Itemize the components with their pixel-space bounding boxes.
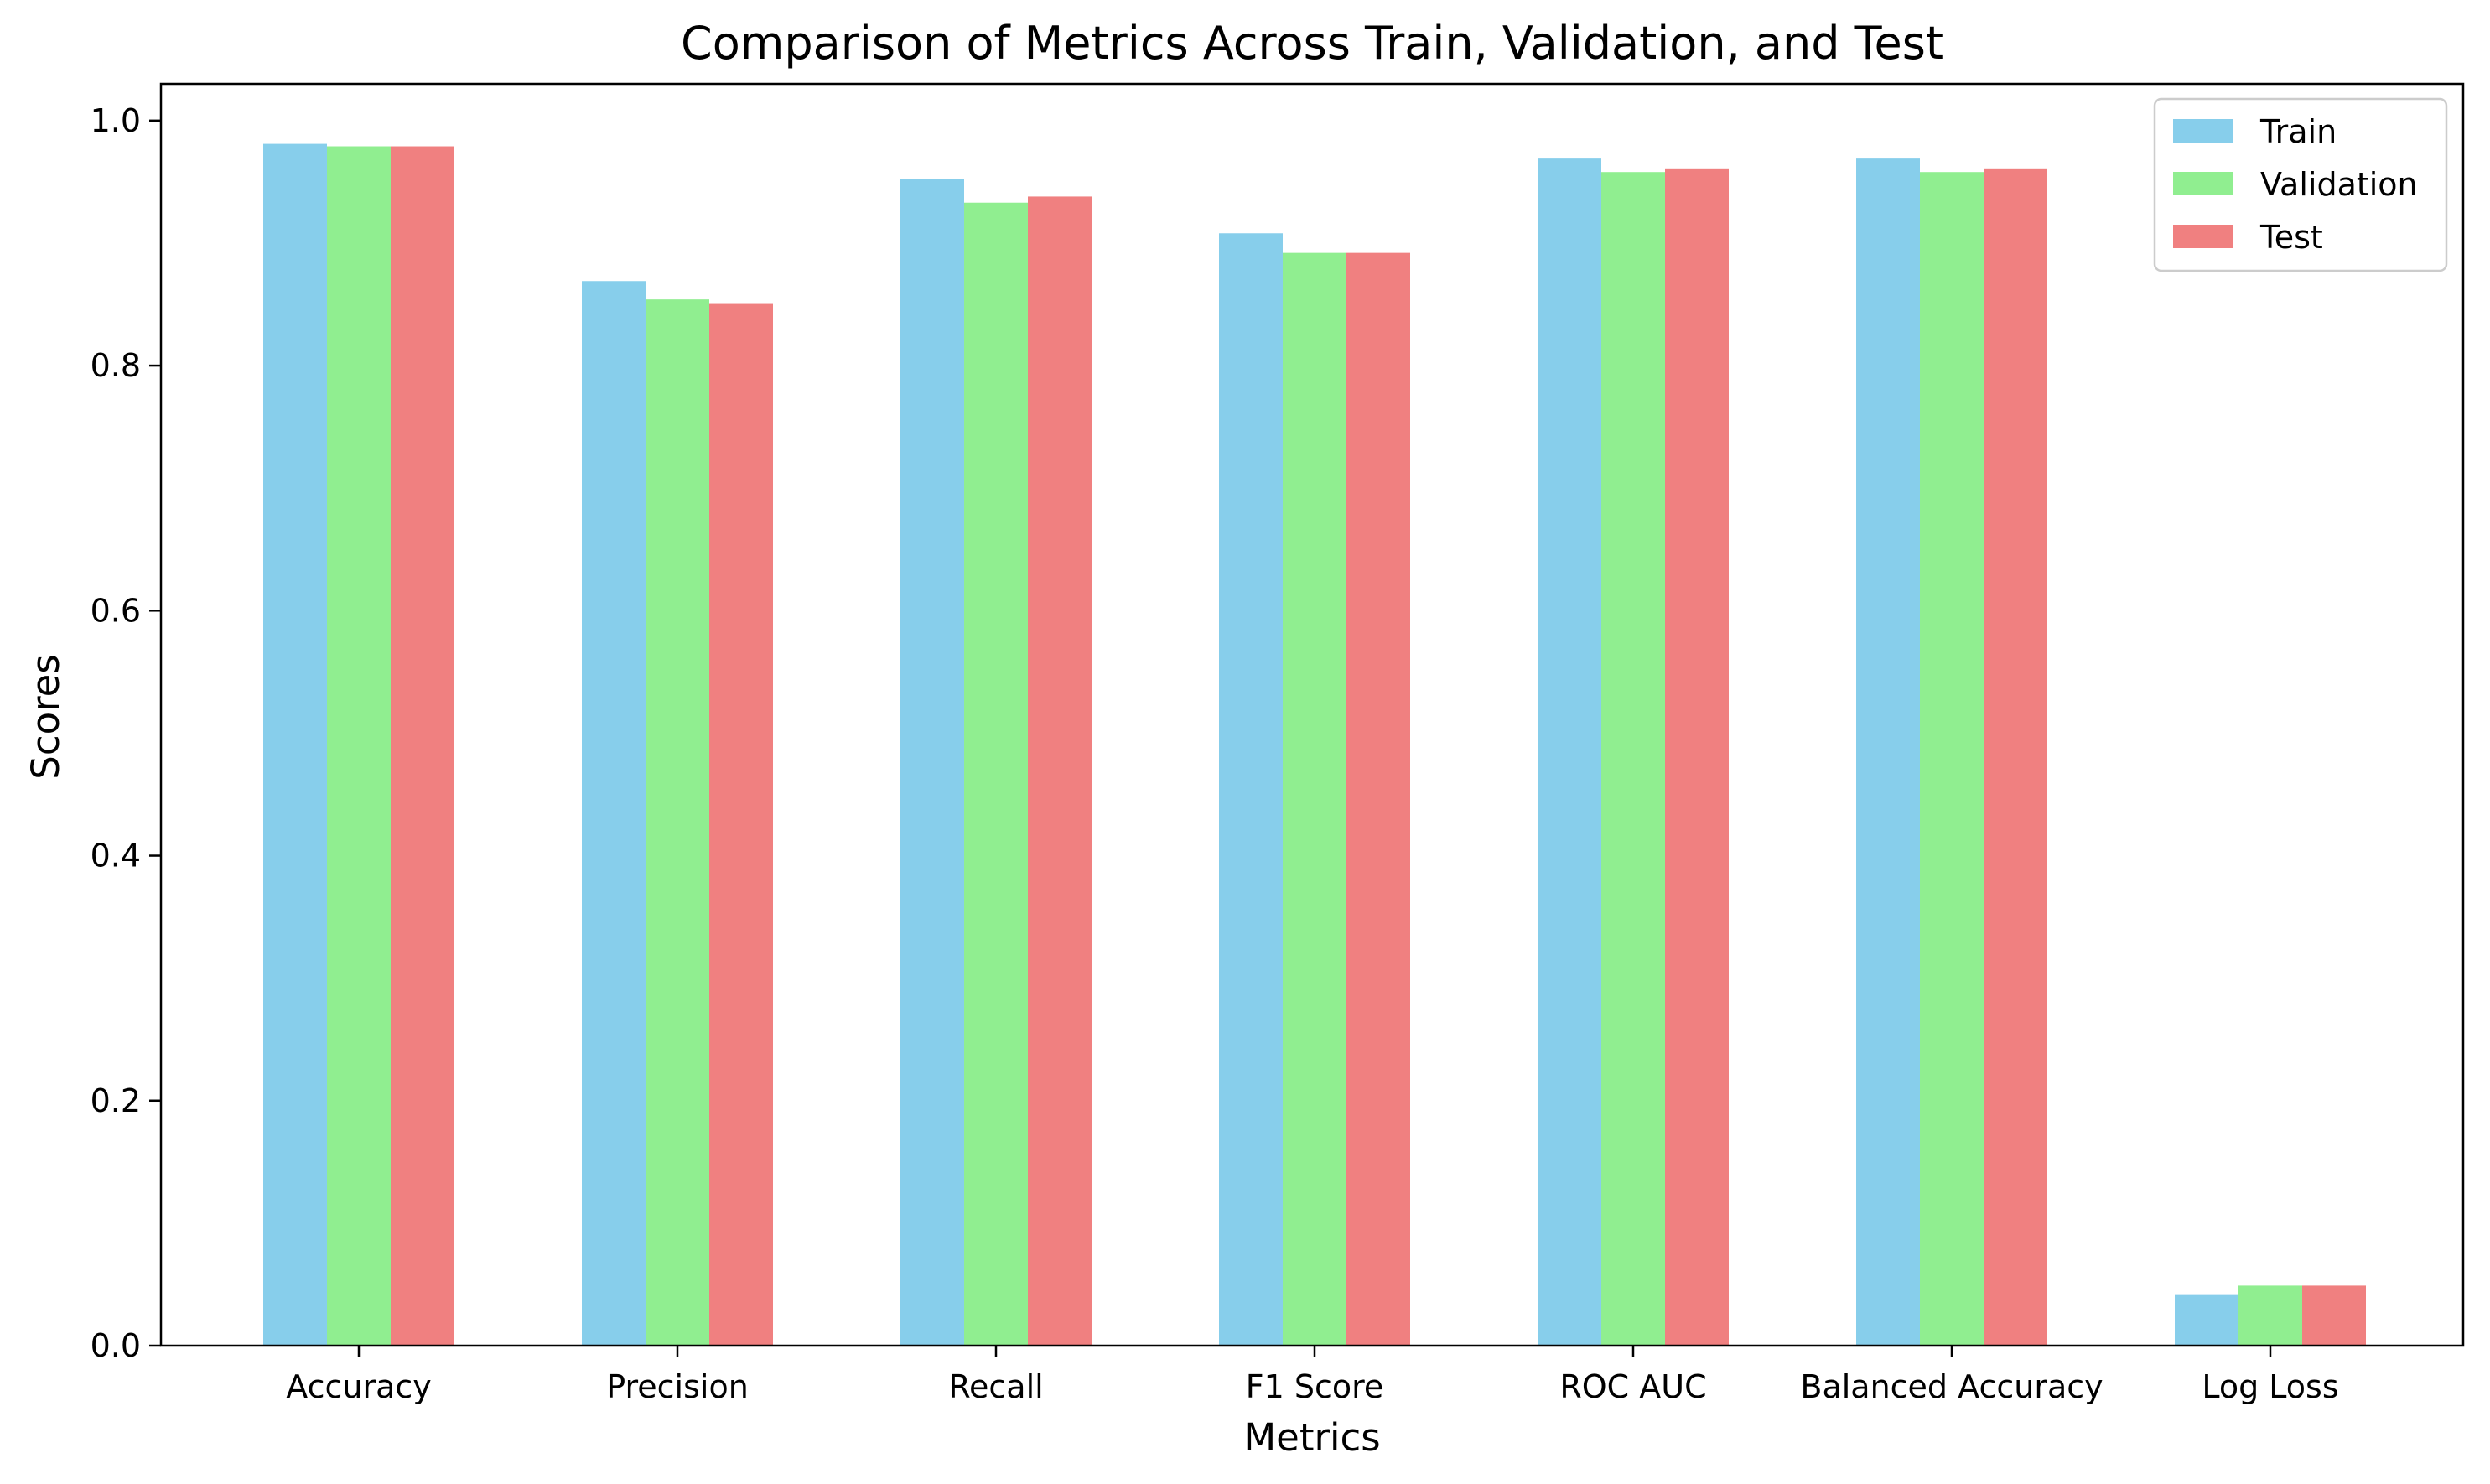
y-tick-label: 0.6 bbox=[91, 592, 141, 629]
x-axis-ticks: Accuracy Precision Recall F1 Score ROC AUC Ba… bbox=[286, 1346, 2339, 1405]
y-tick-label: 0.4 bbox=[91, 838, 141, 874]
x-tick-label: F1 Score bbox=[1246, 1368, 1384, 1405]
bar-train-f1-score bbox=[1219, 233, 1283, 1346]
bar-validation-recall bbox=[964, 202, 1028, 1346]
bar-validation-accuracy bbox=[327, 146, 391, 1346]
x-tick-label: Recall bbox=[948, 1368, 1043, 1405]
x-tick-label: Precision bbox=[606, 1368, 749, 1405]
x-tick-label: ROC AUC bbox=[1559, 1368, 1706, 1405]
y-tick-label: 1.0 bbox=[91, 102, 141, 139]
chart-title: Comparison of Metrics Across Train, Vali… bbox=[681, 17, 1943, 70]
legend-swatch-test bbox=[2173, 225, 2233, 248]
bar-test-balanced-accuracy bbox=[1984, 168, 2047, 1346]
legend-label-validation: Validation bbox=[2260, 166, 2418, 203]
legend: Train Validation Test bbox=[2153, 97, 2448, 272]
bar-train-roc-auc bbox=[1538, 158, 1601, 1346]
legend-swatch-train bbox=[2173, 119, 2233, 143]
bar-train-log-loss bbox=[2175, 1294, 2238, 1346]
bar-test-f1-score bbox=[1346, 252, 1410, 1346]
bar-test-accuracy bbox=[391, 146, 454, 1346]
y-tick-label: 0.0 bbox=[91, 1327, 141, 1364]
legend-label-train: Train bbox=[2259, 113, 2337, 150]
bar-validation-precision bbox=[646, 299, 709, 1346]
x-tick-label: Balanced Accuracy bbox=[1800, 1368, 2103, 1405]
y-axis-label: Scores bbox=[23, 654, 68, 779]
y-axis-ticks: 0.0 0.2 0.4 0.6 0.8 1.0 bbox=[91, 102, 161, 1364]
x-tick-label: Accuracy bbox=[286, 1368, 432, 1405]
plot-frame bbox=[159, 82, 2465, 1347]
x-axis-label: Metrics bbox=[1243, 1415, 1380, 1460]
bar-validation-balanced-accuracy bbox=[1920, 172, 1984, 1346]
bar-test-log-loss bbox=[2302, 1285, 2366, 1346]
legend-label-test: Test bbox=[2259, 219, 2323, 256]
bar-validation-log-loss bbox=[2238, 1285, 2302, 1346]
bar-validation-roc-auc bbox=[1601, 172, 1665, 1346]
y-tick-label: 0.2 bbox=[91, 1082, 141, 1119]
bar-test-roc-auc bbox=[1665, 168, 1729, 1346]
bar-train-recall bbox=[900, 179, 964, 1346]
x-tick-label: Log Loss bbox=[2202, 1368, 2338, 1405]
bar-validation-f1-score bbox=[1283, 252, 1346, 1346]
bar-train-precision bbox=[582, 281, 646, 1346]
bar-test-precision bbox=[709, 303, 773, 1346]
legend-swatch-validation bbox=[2173, 172, 2233, 195]
bar-train-balanced-accuracy bbox=[1856, 158, 1920, 1346]
y-tick-label: 0.8 bbox=[91, 347, 141, 384]
bar-test-recall bbox=[1028, 196, 1092, 1346]
bars-group bbox=[263, 143, 2366, 1346]
bar-train-accuracy bbox=[263, 143, 327, 1346]
